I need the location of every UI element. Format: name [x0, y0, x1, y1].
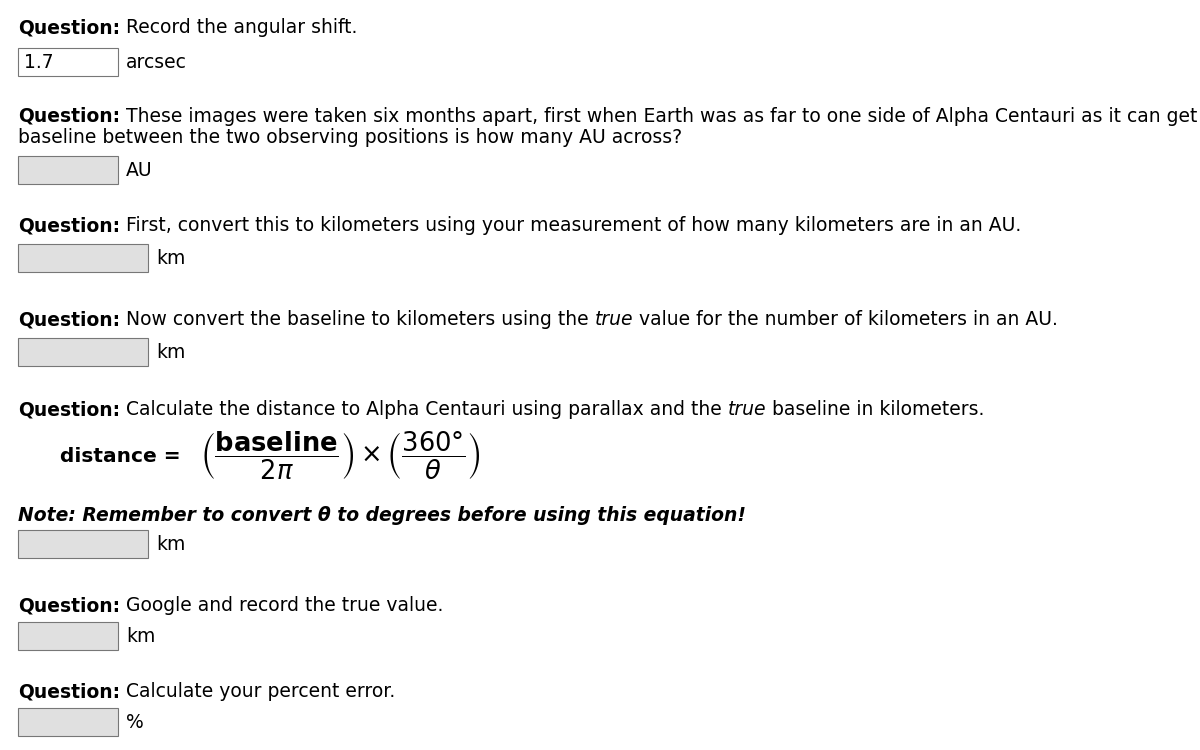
Text: Question:: Question:: [18, 18, 120, 37]
Text: 1.7: 1.7: [24, 53, 54, 71]
Text: Question:: Question:: [18, 682, 120, 701]
Text: distance =: distance =: [60, 446, 181, 466]
Text: km: km: [156, 248, 185, 268]
Text: true: true: [728, 400, 767, 419]
Text: Question:: Question:: [18, 596, 120, 615]
FancyBboxPatch shape: [18, 48, 118, 76]
Text: value for the number of kilometers in an AU.: value for the number of kilometers in an…: [634, 310, 1058, 329]
Text: true: true: [595, 310, 634, 329]
Text: Now convert the baseline to kilometers using the: Now convert the baseline to kilometers u…: [120, 310, 595, 329]
Text: Question:: Question:: [18, 310, 120, 329]
Text: Question:: Question:: [18, 216, 120, 235]
FancyBboxPatch shape: [18, 244, 148, 272]
FancyBboxPatch shape: [18, 530, 148, 558]
Text: km: km: [126, 626, 155, 646]
Text: Note: Remember to convert θ to degrees before using this equation!: Note: Remember to convert θ to degrees b…: [18, 506, 746, 525]
Text: $\left(\dfrac{\mathbf{baseline}}{2\pi}\right) \times \left(\dfrac{360°}{\theta}\: $\left(\dfrac{\mathbf{baseline}}{2\pi}\r…: [200, 430, 481, 482]
Text: baseline between the two observing positions is how many AU across?: baseline between the two observing posit…: [18, 128, 682, 147]
Text: baseline in kilometers.: baseline in kilometers.: [767, 400, 985, 419]
Text: Question:: Question:: [18, 400, 120, 419]
FancyBboxPatch shape: [18, 156, 118, 184]
Text: Question:: Question:: [18, 107, 120, 126]
FancyBboxPatch shape: [18, 708, 118, 736]
Text: These images were taken six months apart, first when Earth was as far to one sid: These images were taken six months apart…: [120, 107, 1200, 126]
Text: km: km: [156, 535, 185, 554]
Text: arcsec: arcsec: [126, 53, 187, 71]
Text: First, convert this to kilometers using your measurement of how many kilometers : First, convert this to kilometers using …: [120, 216, 1021, 235]
Text: km: km: [156, 343, 185, 362]
Text: AU: AU: [126, 160, 152, 179]
Text: Calculate the distance to Alpha Centauri using parallax and the: Calculate the distance to Alpha Centauri…: [120, 400, 728, 419]
Text: Record the angular shift.: Record the angular shift.: [120, 18, 358, 37]
Text: Calculate your percent error.: Calculate your percent error.: [120, 682, 395, 701]
Text: Google and record the true value.: Google and record the true value.: [120, 596, 444, 615]
Text: %: %: [126, 712, 144, 731]
FancyBboxPatch shape: [18, 338, 148, 366]
FancyBboxPatch shape: [18, 622, 118, 650]
